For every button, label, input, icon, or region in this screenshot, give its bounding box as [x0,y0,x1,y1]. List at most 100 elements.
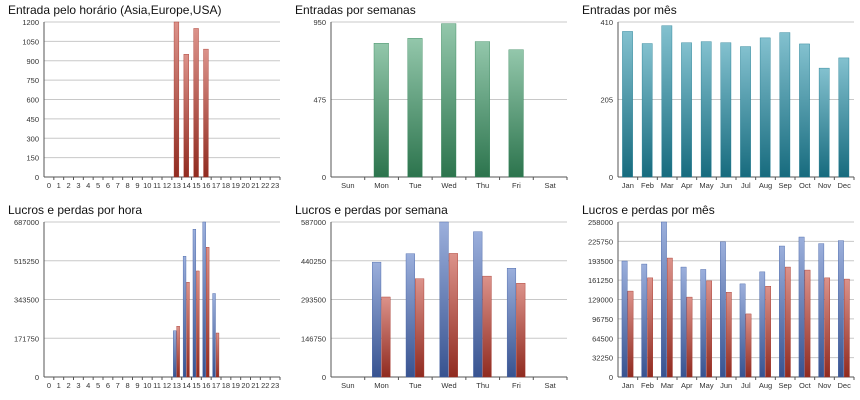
bar [700,269,707,378]
x-tick-label: Dec [837,381,851,390]
x-tick-label: Sep [778,181,791,190]
x-tick-label: 10 [143,181,151,190]
x-tick-label: Jun [720,381,732,390]
y-tick-label: 1200 [22,18,39,27]
bar [720,42,732,178]
x-tick-label: Jun [720,181,732,190]
x-tick-label: Mon [374,181,389,190]
x-tick-label: 1 [57,181,61,190]
x-tick-label: 5 [96,181,100,190]
x-tick-label: Jan [622,181,634,190]
bar [202,221,206,378]
bar [641,263,648,378]
x-tick-label: Tue [409,381,422,390]
x-tick-label: Nov [818,381,832,390]
bar [193,28,199,178]
y-tick-label: 0 [35,373,39,382]
bar [439,221,449,378]
bar [474,41,490,178]
y-tick-label: 0 [322,373,326,382]
y-tick-label: 475 [313,96,326,105]
y-tick-label: 32250 [592,354,613,363]
x-tick-label: 4 [86,181,90,190]
chart-panel-lucros-hora: Lucros e perdas por hora 0 171750 343500 51… [0,200,286,400]
chart-title: Entradas por mês [582,3,677,17]
bar [779,32,791,178]
y-tick-label: 440250 [301,257,326,266]
bar [818,67,830,178]
y-tick-label: 193500 [588,257,613,266]
bar [215,332,220,378]
y-tick-label: 515250 [14,257,39,266]
x-tick-label: 1 [57,381,61,390]
bar [706,280,713,378]
y-tick-label: 1050 [22,37,39,46]
bar [627,290,634,378]
bar [779,245,785,378]
x-tick-label: Sun [341,181,354,190]
y-tick-label: 950 [313,18,326,27]
bar [196,270,200,378]
chart-title: Lucros e perdas por mês [582,203,715,217]
x-tick-label: 20 [241,381,249,390]
x-tick-label: 7 [116,181,120,190]
x-tick-label: 16 [202,181,210,190]
y-tick-label: 205 [600,96,613,105]
chart-plot: 0 32250 64500 96750 129000 161250 193500 225750… [588,218,855,390]
x-tick-label: Aug [759,181,772,190]
bar [686,296,693,378]
x-tick-label: 2 [66,181,70,190]
x-tick-label: 18 [222,381,230,390]
x-tick-label: 7 [116,381,120,390]
x-tick-label: Jul [741,181,751,190]
bar [482,275,492,378]
x-tick-label: Oct [799,181,812,190]
bar [838,240,844,378]
bar [725,292,732,378]
bar [473,231,483,378]
bar [182,256,187,378]
bar [784,266,791,378]
x-tick-label: 10 [143,381,151,390]
x-tick-label: Thu [476,381,489,390]
chart-panel-lucros-semana: Lucros e perdas por semana 0 146750 293500… [287,200,573,400]
x-tick-label: May [699,181,713,190]
x-tick-label: 5 [96,381,100,390]
x-tick-label: 6 [106,381,110,390]
bar [700,41,712,178]
y-tick-label: 300 [26,134,39,143]
x-tick-label: Aug [759,381,772,390]
x-tick-label: 22 [261,381,269,390]
chart-title: Entradas por semanas [295,3,416,17]
y-tick-label: 343500 [14,296,39,305]
chart-title: Entrada pelo horário (Asia,Europe,USA) [8,3,222,17]
y-tick-label: 687000 [14,218,39,227]
y-tick-label: 258000 [588,218,613,227]
x-tick-label: Wed [441,181,456,190]
chart-title: Lucros e perdas por semana [295,203,448,217]
bar [818,243,825,378]
bar [192,229,197,378]
bar [516,283,526,378]
chart-plot: 0 146750 293500 440250 587000 Sun Mon Tue Wed Thu… [301,218,568,390]
bar [680,266,687,378]
x-tick-label: 23 [271,381,279,390]
x-tick-label: Sat [545,381,557,390]
chart-plot: 0 475 950 Sun Mon Tue Wed Thu Fri Sat [313,18,568,190]
x-tick-label: Sep [778,381,791,390]
bar [173,21,180,178]
bar [661,25,673,178]
bar [759,37,771,178]
bar [824,277,831,378]
x-tick-label: Mon [374,381,389,390]
chart-panel-entradas-semanas: Entradas por semanas 0 475 950 Sun Mon Tue Wed… [287,0,573,200]
bar [745,313,752,378]
bar [206,247,210,378]
x-tick-label: May [699,381,713,390]
x-tick-label: 20 [241,181,249,190]
bar [173,330,177,378]
bar [681,42,692,178]
bar [506,268,517,378]
x-tick-label: 23 [271,181,279,190]
